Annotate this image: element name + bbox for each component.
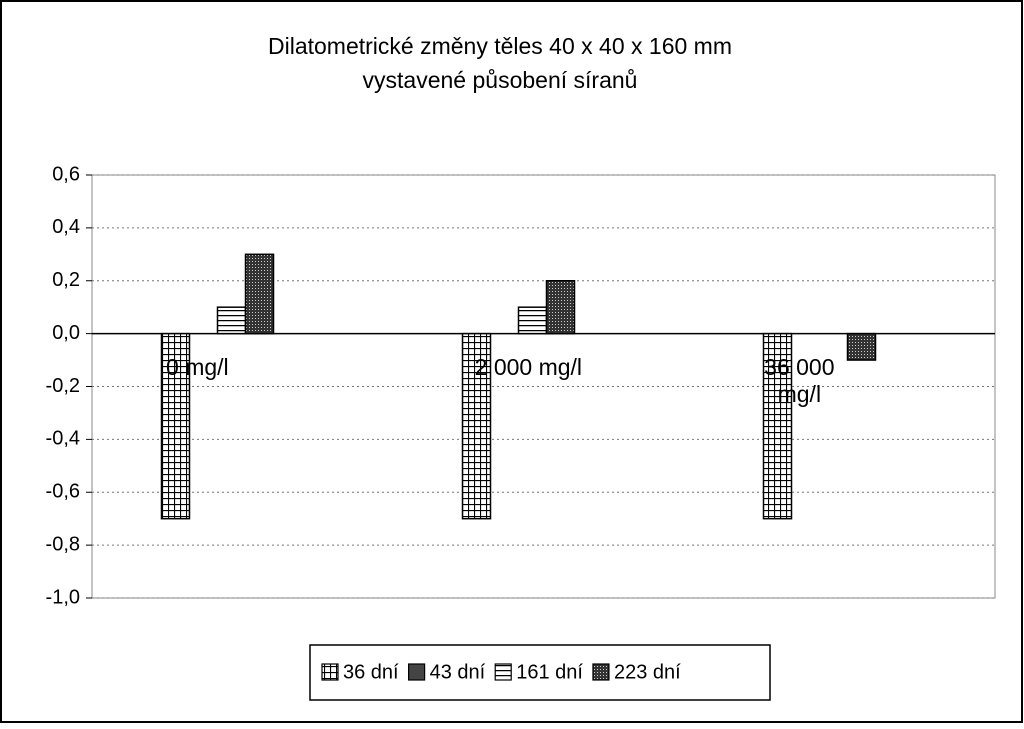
y-tick-label: 0,6 — [52, 163, 80, 185]
bar — [846, 332, 877, 361]
x-tick-label: 0 mg/l — [166, 353, 229, 380]
x-tick-label: 36 000 mg/l — [764, 353, 835, 407]
y-tick-label: -0,8 — [46, 533, 80, 555]
legend — [309, 644, 771, 701]
bar — [244, 253, 275, 335]
y-tick-label: -0,4 — [46, 428, 80, 450]
bar — [160, 332, 191, 520]
y-tick-label: -0,6 — [46, 481, 80, 503]
y-tick-label: 0,0 — [52, 322, 80, 344]
x-tick-label-box: 0 mg/l — [166, 353, 229, 380]
legend-swatch — [494, 663, 512, 681]
y-tick-label: -0,2 — [46, 375, 80, 397]
legend-label: 223 dní — [614, 661, 681, 683]
y-tick-label: 0,2 — [52, 269, 80, 291]
x-tick-label-box: 2 000 mg/l — [474, 353, 583, 380]
y-tick-label: 0,4 — [52, 216, 80, 238]
bar — [461, 332, 492, 520]
bar — [545, 280, 576, 335]
legend-label: 36 dní — [343, 661, 399, 683]
legend-swatch — [408, 663, 426, 681]
bar — [517, 306, 548, 335]
chart-title: Dilatometrické změny těles 40 x 40 x 160… — [268, 33, 732, 59]
x-tick-label: 2 000 mg/l — [474, 353, 583, 380]
y-tick-label: -1,0 — [46, 586, 80, 608]
bar — [762, 332, 793, 520]
x-tick-label-box: 36 000 mg/l — [764, 353, 835, 407]
legend-label: 161 dní — [516, 661, 583, 683]
legend-label: 43 dní — [430, 661, 486, 683]
legend-swatch — [592, 663, 610, 681]
bar — [216, 306, 247, 335]
chart-subtitle: vystavené působení síranů — [363, 67, 638, 93]
legend-swatch — [321, 663, 339, 681]
